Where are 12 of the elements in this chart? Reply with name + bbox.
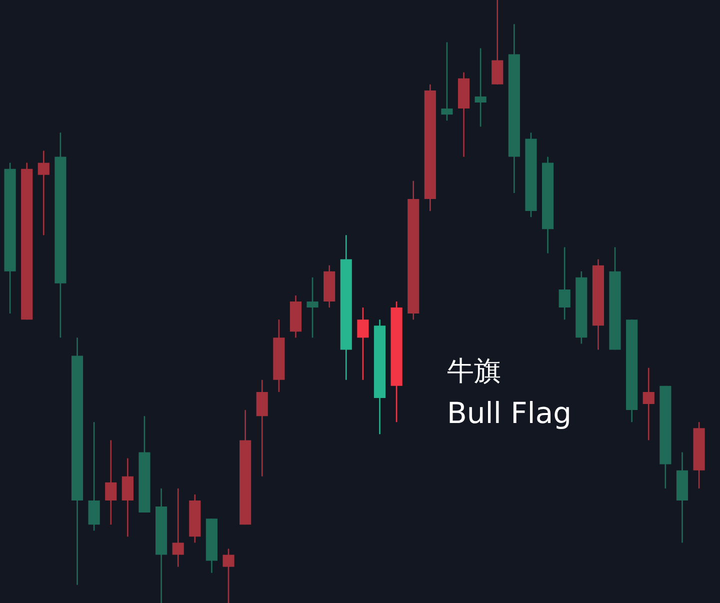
candlestick bbox=[474, 48, 486, 128]
candlestick bbox=[105, 440, 117, 526]
candlestick bbox=[38, 150, 50, 236]
annotation: 牛旗 bbox=[447, 356, 501, 387]
candlestick bbox=[558, 246, 570, 320]
candlestick bbox=[642, 367, 654, 441]
annotation: Bull Flag bbox=[447, 396, 572, 430]
candlestick bbox=[172, 488, 184, 568]
candlestick bbox=[441, 42, 453, 122]
candlestick bbox=[357, 306, 369, 381]
candlestick bbox=[222, 548, 234, 603]
candlestick bbox=[306, 276, 318, 338]
